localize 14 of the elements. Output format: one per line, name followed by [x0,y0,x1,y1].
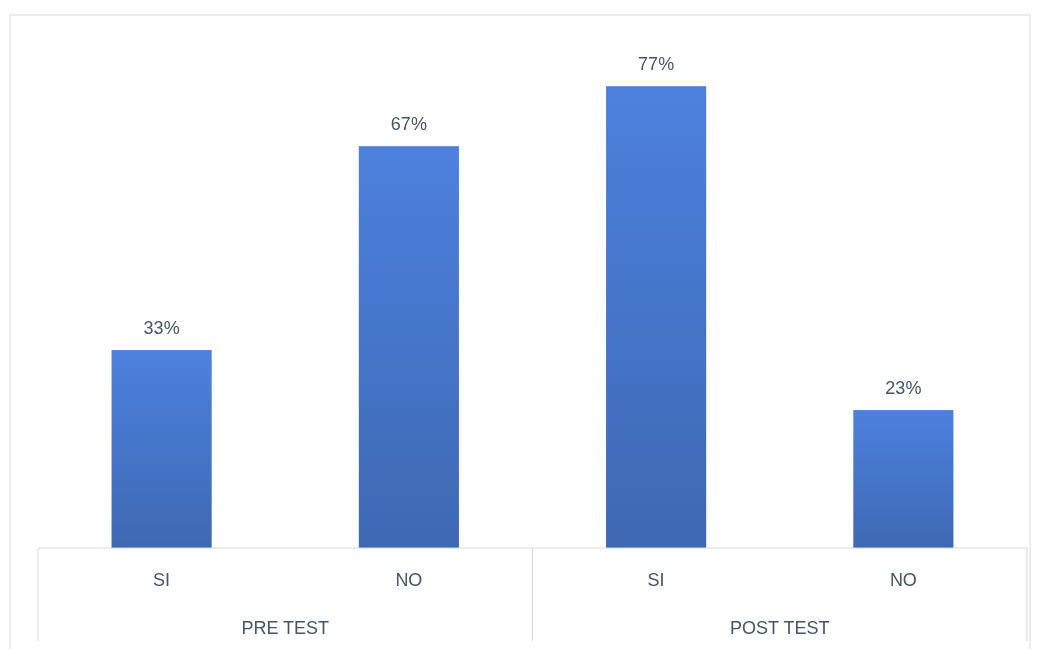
data-label: 67% [390,114,427,135]
text: POST TEST [730,618,830,638]
bar [853,410,954,548]
data-label: 23% [885,378,922,399]
bar [606,86,707,548]
text: PRE TEST [241,618,330,638]
x-tick-label: SI [647,570,665,590]
x-tick-label: SI [153,570,171,590]
bar [358,146,459,548]
data-label: 33% [143,318,180,339]
x-tick-label: NO [889,570,917,590]
x-tick-label: NO [395,570,423,590]
data-label: 77% [638,54,675,75]
bar [111,350,212,548]
